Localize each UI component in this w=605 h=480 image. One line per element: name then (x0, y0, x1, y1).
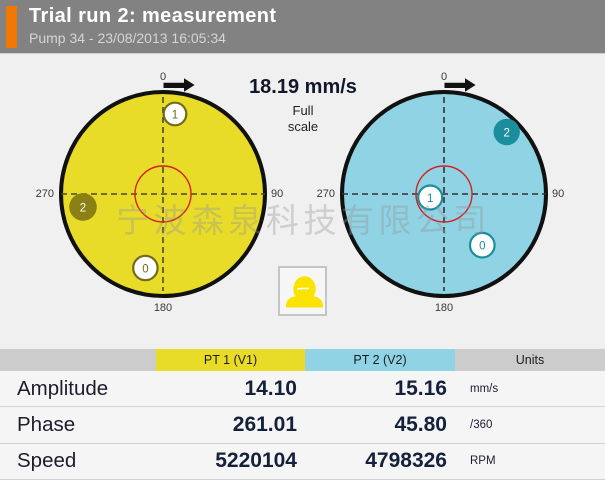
svg-text:0: 0 (142, 264, 148, 276)
svg-text:2: 2 (503, 128, 509, 140)
svg-text:0: 0 (479, 241, 485, 253)
svg-text:1: 1 (172, 110, 178, 122)
